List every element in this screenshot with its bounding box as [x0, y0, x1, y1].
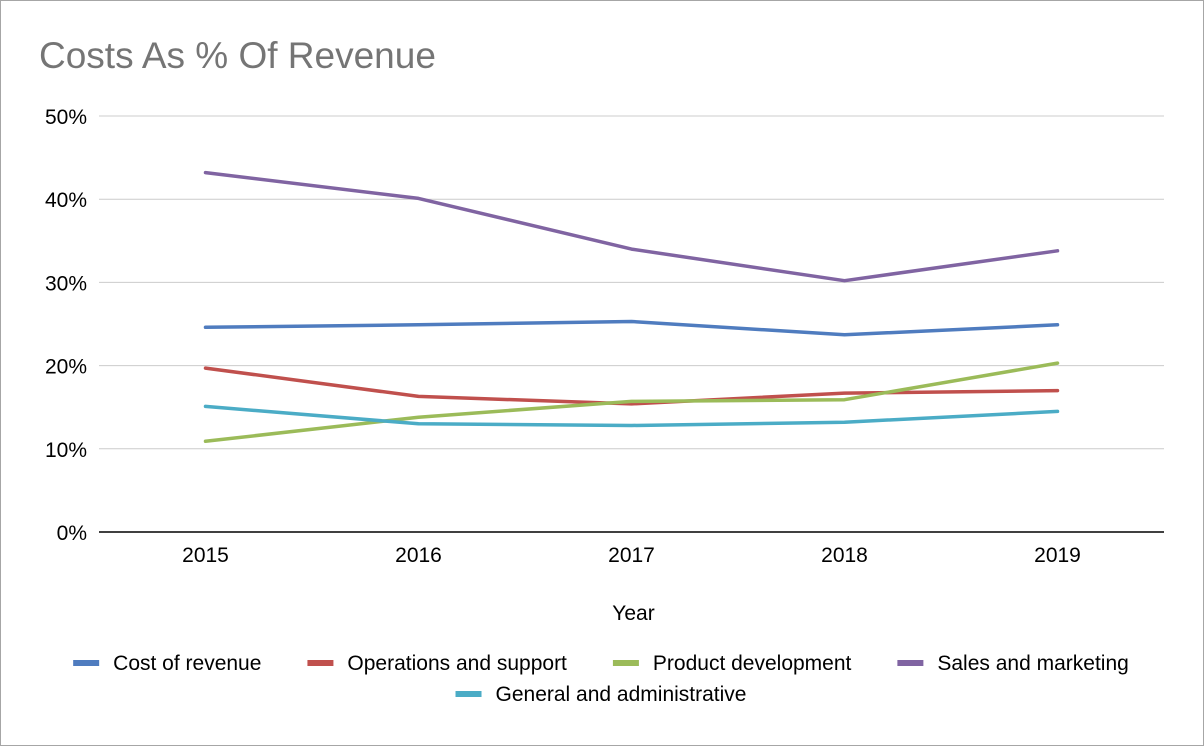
- x-axis-ticks: 2015 2016 2017 2018 2019: [182, 544, 1081, 567]
- legend-swatch: [73, 660, 100, 666]
- series-line: [203, 366, 1060, 406]
- series-line: [203, 404, 1060, 428]
- legend: Cost of revenue Operations and support Pro…: [73, 652, 1129, 706]
- series-line: [203, 170, 1060, 283]
- legend-swatch: [897, 660, 924, 666]
- legend-item: General and administrative: [455, 683, 747, 706]
- legend-label: Product development: [653, 652, 852, 675]
- legend-item: Sales and marketing: [897, 652, 1129, 675]
- legend-label: Operations and support: [347, 652, 567, 675]
- x-tick-label: 2015: [182, 544, 229, 567]
- legend-swatch: [307, 660, 334, 666]
- legend-label: Cost of revenue: [113, 652, 261, 675]
- legend-swatch: [455, 691, 482, 697]
- series-line: [203, 319, 1060, 337]
- legend-swatch: [612, 660, 639, 666]
- y-tick-label: 10%: [45, 439, 87, 462]
- gridlines: [99, 115, 1164, 533]
- chart-title: Costs As % Of Revenue: [39, 35, 436, 76]
- x-axis-title: Year: [612, 602, 654, 625]
- legend-item: Product development: [612, 652, 852, 675]
- legend-label: Sales and marketing: [937, 652, 1128, 675]
- legend-item: Operations and support: [307, 652, 567, 675]
- y-tick-label: 20%: [45, 356, 87, 379]
- y-axis-ticks: 0% 10% 20% 30% 40% 50%: [45, 106, 87, 545]
- legend-label: General and administrative: [496, 683, 747, 706]
- series-line: [203, 361, 1060, 444]
- x-tick-label: 2016: [395, 544, 442, 567]
- y-tick-label: 40%: [45, 189, 87, 212]
- x-tick-label: 2019: [1034, 544, 1081, 567]
- series-lines: [203, 170, 1060, 444]
- y-tick-label: 50%: [45, 106, 87, 129]
- x-tick-label: 2018: [821, 544, 868, 567]
- x-tick-label: 2017: [608, 544, 655, 567]
- y-tick-label: 0%: [57, 522, 87, 545]
- y-tick-label: 30%: [45, 272, 87, 295]
- legend-item: Cost of revenue: [73, 652, 261, 675]
